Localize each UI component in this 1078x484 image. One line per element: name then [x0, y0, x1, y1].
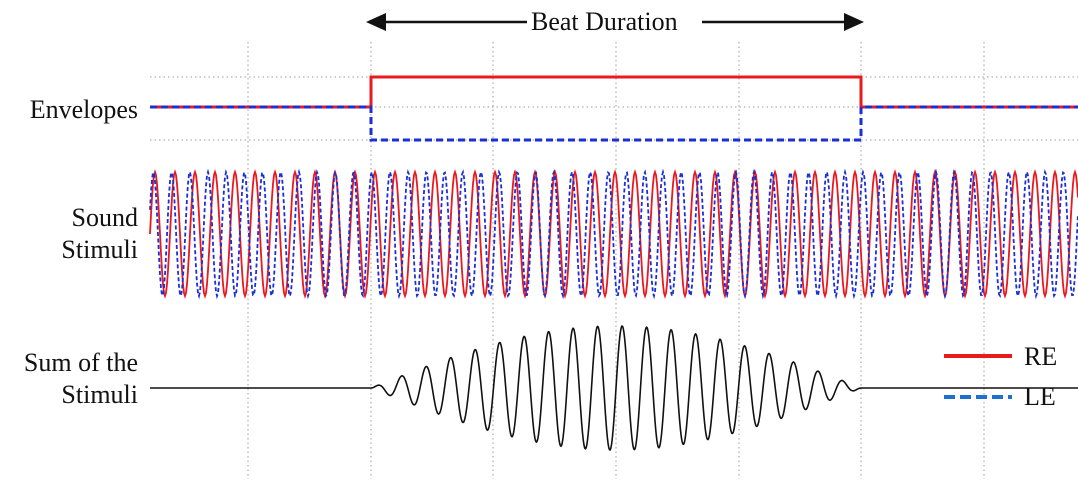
sound-re-wave	[150, 172, 1078, 296]
arrowhead-left-icon	[366, 13, 386, 31]
legend-le-label: LE	[1024, 382, 1056, 412]
legend-re-label: RE	[1024, 342, 1057, 372]
legend-swatches	[944, 356, 1012, 397]
arrowhead-right-icon	[844, 13, 864, 31]
sum-label-line1: Sum of the	[24, 347, 138, 378]
sound-label-line1: Sound	[72, 202, 138, 233]
sum-of-stimuli-trace	[150, 326, 1078, 450]
sum-wave	[150, 326, 1078, 450]
sum-label-line2: Stimuli	[61, 379, 138, 410]
envelope-traces	[150, 77, 1078, 140]
envelopes-label: Envelopes	[30, 94, 138, 125]
sound-label-line2: Stimuli	[61, 234, 138, 265]
envelope-le-line	[150, 107, 1078, 140]
sound-stimuli-traces	[150, 172, 1078, 296]
beat-duration-label: Beat Duration	[527, 7, 682, 37]
envelope-re-line	[150, 77, 1078, 107]
